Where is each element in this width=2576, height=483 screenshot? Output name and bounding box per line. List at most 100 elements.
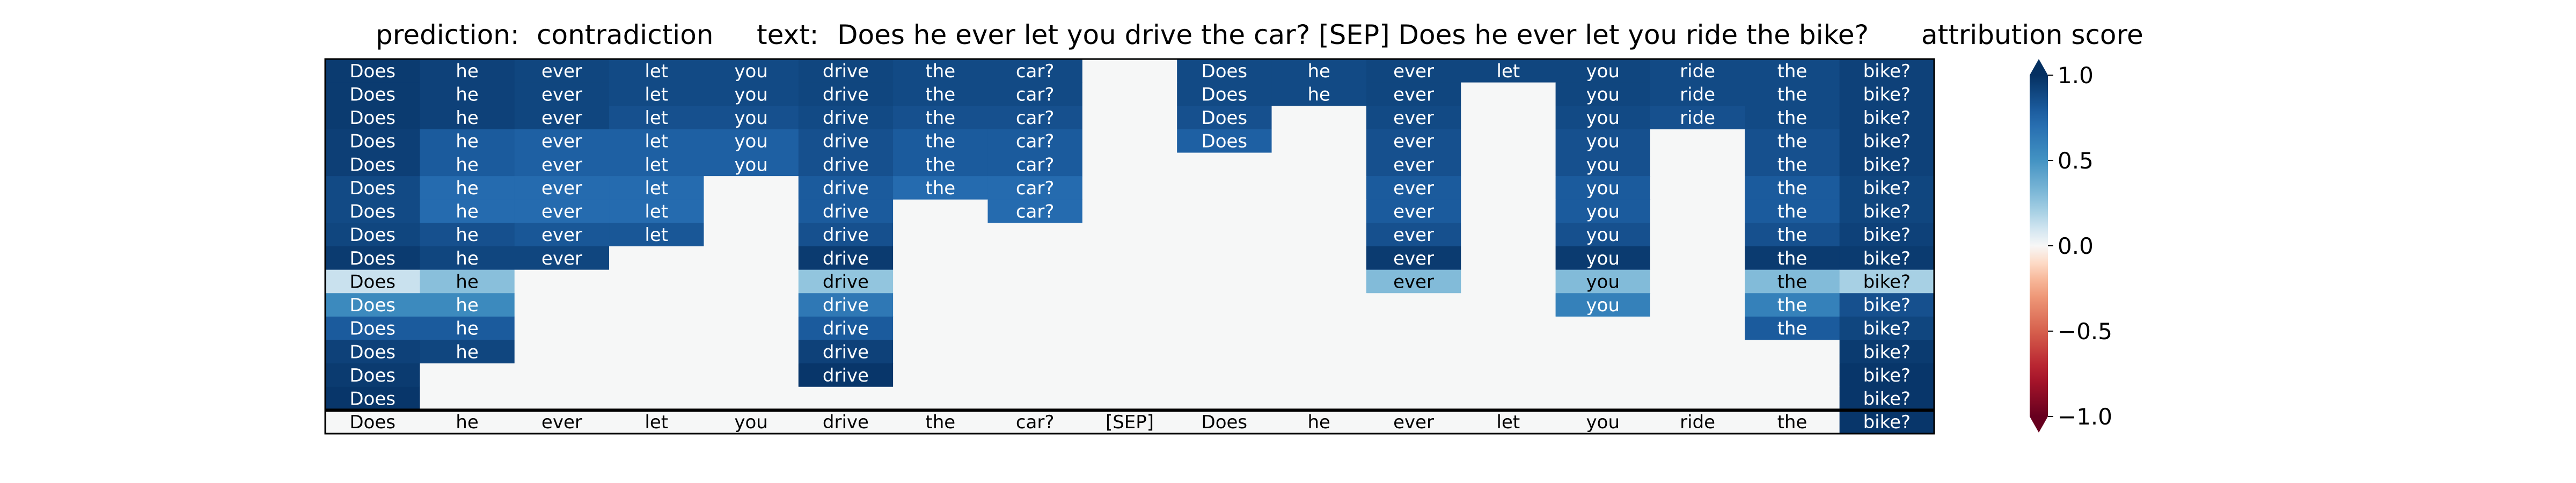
- heatmap-cell: [893, 269, 989, 294]
- heatmap-cell: [893, 410, 989, 434]
- heatmap-cell: [1366, 363, 1461, 387]
- cell-token-label: he: [456, 224, 478, 246]
- heatmap-cell: [1082, 246, 1177, 270]
- heatmap-cell: [1650, 223, 1745, 247]
- heatmap-cell: [1271, 340, 1367, 364]
- cell-token-label: ever: [541, 131, 582, 152]
- heatmap-cell: [1555, 82, 1651, 106]
- cell-token-label: bike?: [1863, 154, 1911, 175]
- cell-token-label: ever: [541, 178, 582, 199]
- cell-token-label: let: [645, 201, 668, 223]
- heatmap-cell: [420, 82, 515, 106]
- heatmap-cell: [514, 223, 610, 247]
- cell-token-label: he: [456, 107, 478, 129]
- heatmap-cell: [514, 246, 610, 270]
- heatmap-frame: [324, 58, 1935, 435]
- heatmap-cell: [987, 129, 1083, 153]
- heatmap-cell: [1082, 152, 1177, 177]
- heatmap-cell: [1555, 59, 1651, 83]
- cell-token-label: bike?: [1863, 295, 1911, 316]
- cell-token-label: bike?: [1863, 178, 1911, 199]
- heatmap-cell: [798, 152, 894, 177]
- heatmap-cell: [1555, 386, 1651, 411]
- heatmap-cell: [1839, 386, 1935, 411]
- heatmap-cell: [1839, 199, 1935, 223]
- heatmap-cell: [1650, 269, 1745, 294]
- heatmap-cell: [1555, 152, 1651, 177]
- cell-token-label: he: [456, 295, 478, 316]
- heatmap-cell: [1177, 386, 1272, 411]
- cell-token-label: you: [734, 61, 767, 82]
- heatmap-cell: [704, 152, 799, 177]
- token-label: let: [645, 412, 668, 433]
- heatmap-cell: [798, 269, 894, 294]
- heatmap-cell: [1555, 199, 1651, 223]
- cell-token-label: ever: [1393, 271, 1434, 292]
- heatmap-cell: [609, 82, 705, 106]
- heatmap-cell: [1271, 269, 1367, 294]
- cell-token-label: drive: [823, 61, 869, 82]
- heatmap-cell: [1271, 386, 1367, 411]
- heatmap-cell: [704, 386, 799, 411]
- heatmap-cell: [325, 106, 420, 130]
- colorbar-tick-label: 1.0: [2058, 62, 2094, 89]
- cell-token-label: drive: [823, 365, 869, 386]
- cell-token-label: he: [1307, 84, 1330, 105]
- heatmap-cell: [1461, 176, 1556, 200]
- heatmap-cell: [987, 199, 1083, 223]
- cell-token-label: let: [645, 178, 668, 199]
- cell-token-label: ever: [541, 224, 582, 246]
- heatmap-cell: [1271, 152, 1367, 177]
- cell-token-label: bike?: [1863, 318, 1911, 340]
- heatmap-cell: [1082, 386, 1177, 411]
- heatmap-cell: [1177, 199, 1272, 223]
- heatmap-cell: [1555, 340, 1651, 364]
- heatmap-cell: [1366, 199, 1461, 223]
- cell-token-label: drive: [823, 341, 869, 363]
- cell-token-label: bike?: [1863, 61, 1911, 82]
- heatmap-cell: [1650, 410, 1745, 434]
- token-label: the: [1777, 412, 1807, 433]
- heatmap-cell: [325, 340, 420, 364]
- cell-token-label: the: [925, 178, 955, 199]
- heatmap-cell: [420, 106, 515, 130]
- cell-token-label: ever: [1393, 154, 1434, 175]
- cell-token-label: you: [734, 84, 767, 105]
- cell-token-label: the: [1777, 224, 1807, 246]
- token-label: bike?: [1863, 412, 1911, 433]
- heatmap-cell: [1461, 199, 1556, 223]
- cell-token-label: drive: [823, 271, 869, 292]
- cell-token-label: ever: [541, 248, 582, 269]
- heatmap-cell: [987, 410, 1083, 434]
- heatmap-cell: [1177, 293, 1272, 317]
- heatmap-cell: [1745, 386, 1840, 411]
- token-label: ever: [1393, 412, 1434, 433]
- heatmap-cell: [1839, 176, 1935, 200]
- heatmap-cell: [987, 269, 1083, 294]
- colorbar-tick-label: 0.0: [2058, 233, 2094, 259]
- heatmap-cell: [1745, 199, 1840, 223]
- cell-token-label: you: [734, 131, 767, 152]
- heatmap-cell: [1082, 199, 1177, 223]
- heatmap-cell: [1745, 363, 1840, 387]
- cell-token-label: ever: [541, 201, 582, 223]
- token-label: you: [1586, 412, 1620, 433]
- heatmap-cell: [514, 363, 610, 387]
- cell-token-label: the: [1777, 107, 1807, 129]
- heatmap-cell: [1555, 176, 1651, 200]
- heatmap-cell: [1177, 316, 1272, 341]
- cell-token-label: drive: [823, 154, 869, 175]
- heatmap-cell: [798, 129, 894, 153]
- heatmap-cell: [704, 316, 799, 341]
- heatmap-cell: [1366, 410, 1461, 434]
- heatmap-cell: [1650, 293, 1745, 317]
- heatmap-cell: [609, 363, 705, 387]
- heatmap-cell: [987, 340, 1083, 364]
- heatmap-cell: [325, 82, 420, 106]
- heatmap-cell: [1461, 129, 1556, 153]
- heatmap-cell: [420, 363, 515, 387]
- heatmap-cell: [893, 223, 989, 247]
- cell-token-label: he: [456, 154, 478, 175]
- heatmap-cell: [893, 199, 989, 223]
- cell-token-label: let: [645, 131, 668, 152]
